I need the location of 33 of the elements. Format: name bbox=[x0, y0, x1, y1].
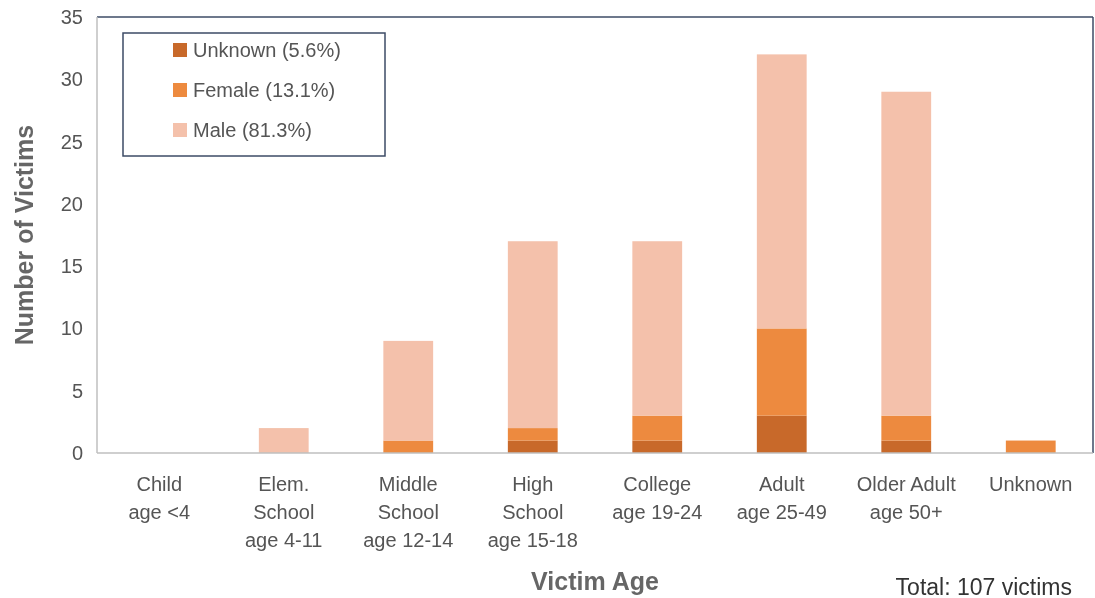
y-tick-label: 0 bbox=[71, 442, 83, 464]
x-tick-label: College age 19-24 bbox=[612, 473, 703, 523]
legend-label: Female (13.1%) bbox=[193, 79, 336, 101]
bar bbox=[507, 241, 558, 429]
bar bbox=[881, 91, 932, 416]
legend-label: Male (81.3%) bbox=[193, 119, 312, 141]
y-tick-label: 30 bbox=[60, 68, 83, 91]
bar bbox=[258, 428, 309, 453]
x-tick-label: Elem. School age 4-11 bbox=[245, 473, 323, 551]
bar bbox=[632, 415, 683, 441]
x-tick-label: Adult age 25-49 bbox=[736, 473, 827, 523]
x-tick-label: High School age 15-18 bbox=[487, 473, 578, 551]
y-tick-label: 15 bbox=[60, 255, 83, 278]
text: Total: 107 victims bbox=[895, 574, 1072, 598]
bar bbox=[756, 328, 807, 416]
bar bbox=[383, 340, 434, 441]
x-tick-label: Child age <4 bbox=[128, 473, 191, 523]
bar bbox=[632, 241, 683, 416]
bar bbox=[756, 54, 807, 329]
y-tick-label: 35 bbox=[60, 6, 83, 28]
legend-label: Unknown (5.6%) bbox=[193, 39, 341, 61]
x-tick-label: Middle School age 12-14 bbox=[363, 473, 454, 551]
bar bbox=[507, 428, 558, 441]
bar bbox=[881, 415, 932, 441]
y-tick-label: 20 bbox=[60, 192, 83, 215]
y-tick-label: 10 bbox=[60, 317, 83, 340]
y-tick-label: 25 bbox=[60, 130, 83, 153]
y-tick-label: 5 bbox=[71, 379, 83, 402]
x-tick-label: Older Adult age 50+ bbox=[856, 473, 957, 523]
x-axis-title: Victim Age bbox=[531, 567, 659, 595]
bar bbox=[756, 415, 807, 453]
y-axis-title: Number of Victims bbox=[10, 124, 38, 346]
x-tick-label: Unknown bbox=[989, 473, 1073, 495]
